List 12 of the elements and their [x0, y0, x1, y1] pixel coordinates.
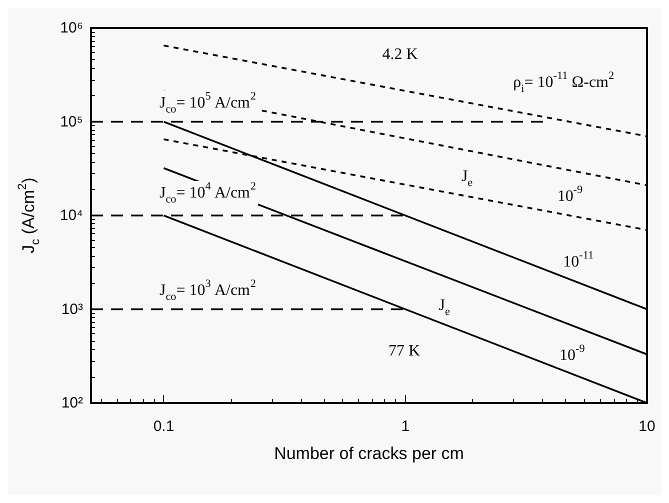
- x-tick-label: 1: [401, 418, 410, 435]
- y-tick-label: 10⁵: [60, 113, 83, 130]
- x-tick-label: 10: [638, 418, 656, 435]
- y-tick-label: 10⁶: [60, 20, 83, 36]
- y-tick-label: 10²: [61, 394, 83, 412]
- y-tick-label: 10⁴: [60, 207, 83, 224]
- x-tick-label: 0.1: [153, 418, 174, 435]
- annotation: 4.2 K: [382, 46, 418, 64]
- x-axis-title: Number of cracks per cm: [274, 444, 464, 463]
- annotation: 77 K: [388, 342, 421, 360]
- y-tick-label: 10³: [61, 300, 83, 318]
- y-axis-title: Jc (A/cm2): [15, 178, 42, 254]
